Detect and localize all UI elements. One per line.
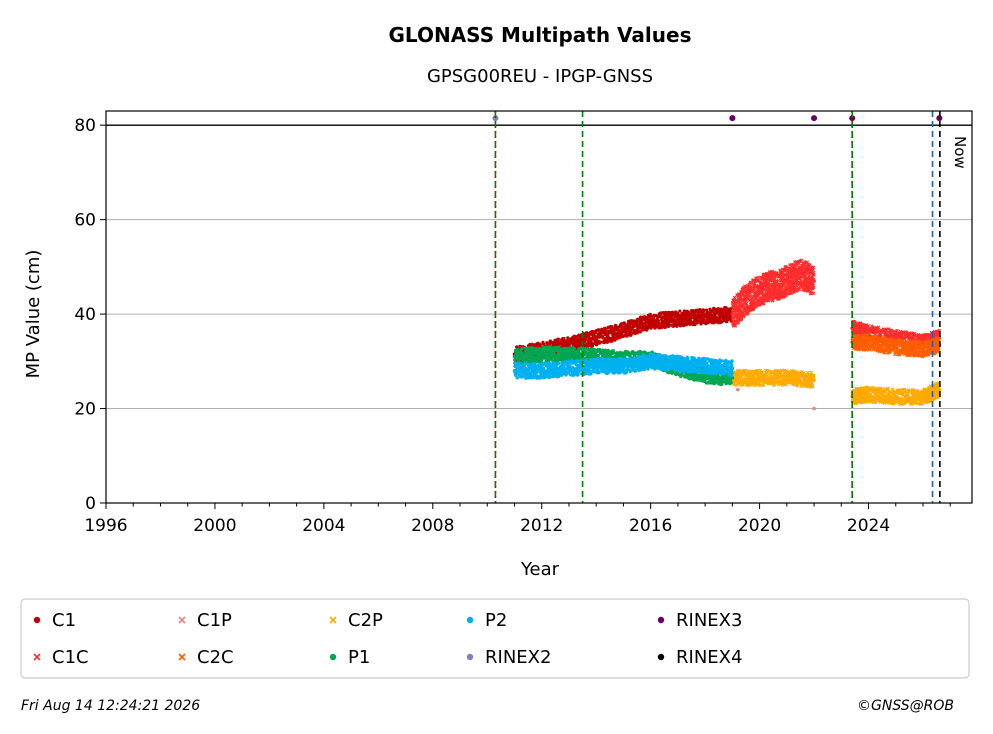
series-layer [492,115,943,411]
data-point [620,325,624,329]
data-point [893,352,897,357]
data-point [739,317,743,322]
chart-subtitle: GPSG00REU - IPGP-GNSS [427,66,653,87]
data-point [538,343,542,347]
data-point [730,312,735,316]
data-point [667,323,671,327]
data-point [812,279,816,283]
data-point [604,327,608,332]
data-point [682,309,686,313]
data-point [584,338,589,342]
data-point [678,309,682,313]
grid-layer [106,124,972,410]
data-point [692,309,696,313]
chart-title: GLONASS Multipath Values [389,23,692,47]
data-point [656,319,661,323]
data-point [573,334,577,339]
data-point [681,324,686,328]
data-point [663,325,667,329]
data-point [675,311,680,315]
data-point [735,387,740,392]
data-point [736,320,741,325]
data-point [566,336,570,340]
data-point [556,337,560,341]
data-point [701,309,706,313]
data-point [638,330,642,334]
data-point [664,310,668,315]
series-c1c [730,258,942,351]
data-point [598,340,603,344]
data-point [744,298,748,302]
data-point [541,342,545,346]
data-point [812,406,816,411]
data-point [620,331,624,335]
series-c1p [735,387,816,411]
data-point [618,335,623,339]
data-point [937,387,942,392]
series-c2p [730,368,942,407]
data-point [635,331,639,335]
data-point [747,295,751,300]
data-point [812,378,816,383]
data-point [515,347,520,352]
data-point [660,315,665,319]
data-point [744,301,749,306]
data-point [702,317,706,322]
data-point [612,329,616,333]
data-point [809,370,814,375]
data-point [741,305,746,310]
data-point [733,324,738,328]
data-point [629,330,633,334]
data-point [629,333,633,337]
data-point [515,345,519,349]
data-point [795,384,800,388]
data-point [742,312,746,317]
data-point [704,308,709,312]
